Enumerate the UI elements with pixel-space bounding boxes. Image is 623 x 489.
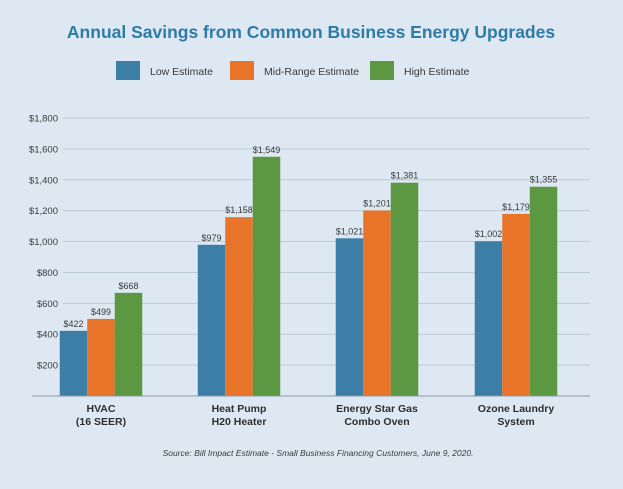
chart-title: Annual Savings from Common Business Ener… bbox=[67, 22, 555, 42]
data-label-1-3: $668 bbox=[118, 281, 138, 291]
x-category-label-1: HVAC (16 SEER) bbox=[76, 403, 126, 428]
bar-2-2 bbox=[225, 217, 253, 396]
y-tick-label-600: $600 bbox=[37, 299, 58, 310]
data-label-4-1: $1,002 bbox=[475, 229, 503, 239]
y-tick-label-1400: $1,400 bbox=[29, 175, 58, 186]
legend-swatch-1 bbox=[116, 61, 140, 80]
source-note: Source: Bill Impact Estimate - Small Bus… bbox=[163, 448, 474, 458]
y-tick-label-1600: $1,600 bbox=[29, 144, 58, 155]
bars: $422 $499 $668 $979 $1,158 $1,549 $1,021 $1,201… bbox=[59, 145, 558, 396]
data-label-2-1: $979 bbox=[201, 233, 221, 243]
bar-1-2 bbox=[87, 318, 115, 396]
data-label-2-3: $1,549 bbox=[253, 145, 281, 155]
y-tick-label-400: $400 bbox=[37, 330, 58, 341]
data-label-4-2: $1,179 bbox=[502, 202, 530, 212]
bar-2-1 bbox=[197, 244, 226, 396]
data-label-3-2: $1,201 bbox=[363, 199, 391, 209]
bar-4-3 bbox=[529, 186, 558, 396]
data-label-3-3: $1,381 bbox=[391, 171, 419, 181]
y-tick-label-200: $200 bbox=[37, 361, 58, 372]
y-tick-label-800: $800 bbox=[37, 268, 58, 279]
data-label-1-1: $422 bbox=[63, 319, 83, 329]
legend-swatch-2 bbox=[230, 61, 254, 80]
legend-label-2: Mid-Range Estimate bbox=[264, 66, 359, 78]
bar-3-1 bbox=[335, 238, 364, 396]
legend-label-1: Low Estimate bbox=[150, 66, 213, 78]
bar-3-2 bbox=[363, 210, 391, 396]
legend: Low Estimate Mid-Range Estimate High Estim… bbox=[116, 61, 470, 80]
x-category-label-4: Ozone Laundry System bbox=[478, 403, 555, 428]
y-tick-label-1000: $1,000 bbox=[29, 237, 58, 248]
data-label-1-2: $499 bbox=[91, 307, 111, 317]
y-tick-label-1800: $1,800 bbox=[29, 114, 58, 125]
bar-2-3 bbox=[252, 156, 281, 396]
x-category-label-2: Heat Pump H20 Heater bbox=[212, 403, 267, 428]
bar-4-1 bbox=[474, 241, 503, 396]
x-axis: HVAC (16 SEER) Heat Pump H20 Heater Energy S… bbox=[32, 395, 590, 428]
y-tick-label-1200: $1,200 bbox=[29, 206, 58, 217]
data-label-2-2: $1,158 bbox=[225, 205, 253, 215]
gridlines bbox=[63, 117, 590, 366]
y-axis: $200 $400 $600 $800 $1,000 $1,200 $1,400 $1,600… bbox=[29, 114, 58, 372]
bar-1-3 bbox=[114, 292, 143, 396]
data-label-4-3: $1,355 bbox=[530, 175, 558, 185]
legend-swatch-3 bbox=[370, 61, 394, 80]
legend-label-3: High Estimate bbox=[404, 66, 470, 78]
bar-4-2 bbox=[502, 213, 530, 396]
bar-1-1 bbox=[59, 330, 88, 396]
data-label-3-1: $1,021 bbox=[336, 226, 364, 236]
x-category-label-3: Energy Star Gas Combo Oven bbox=[336, 403, 418, 428]
bar-3-3 bbox=[390, 182, 419, 396]
